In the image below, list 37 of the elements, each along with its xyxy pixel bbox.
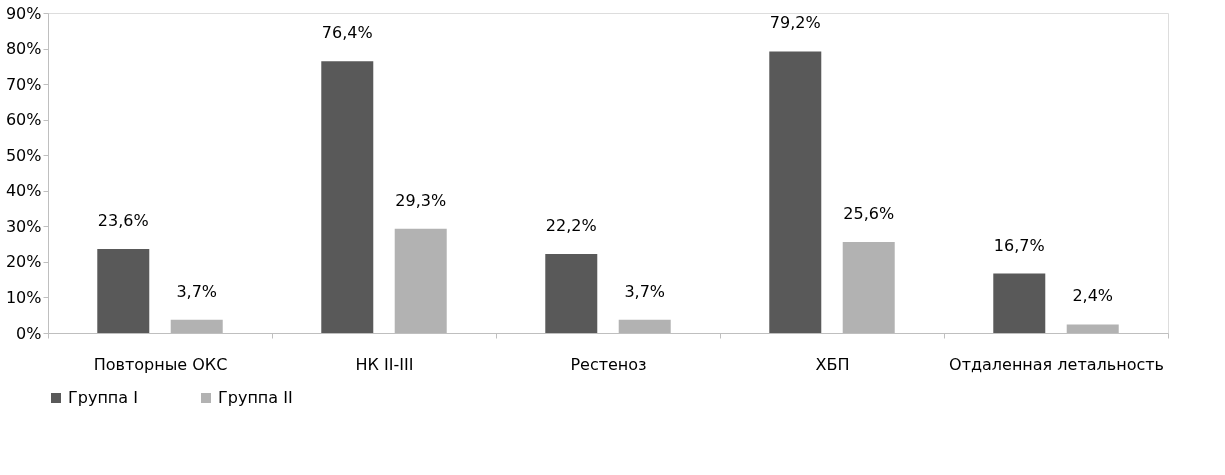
y-tick-label: 70% [5,74,42,94]
data-label: 79,2% [769,13,821,33]
x-tick-label: ХБП [815,354,850,374]
bar [769,51,822,333]
bar [321,61,374,333]
bar [545,254,598,333]
y-tick-label: 60% [5,110,42,130]
y-tick-label: 30% [5,216,42,236]
data-label: 29,3% [395,190,447,210]
data-label: 2,4% [1072,286,1114,306]
y-tick-label: 80% [5,39,42,59]
y-tick-label: 90% [5,3,42,23]
y-tick-label: 10% [5,287,42,307]
bar [618,319,671,333]
bar [842,241,895,333]
y-tick-label: 50% [5,145,42,165]
x-tick-label: Отдаленная летальность [949,354,1164,374]
legend-label: Группа II [218,388,293,407]
bar [170,319,223,333]
x-tick-label: НК II-III [355,354,414,374]
data-label: 76,4% [321,23,373,43]
legend-label: Группа I [68,388,138,407]
data-label: 16,7% [993,235,1045,255]
y-tick-label: 0% [16,323,42,343]
bar [993,273,1046,333]
data-label: 25,6% [843,203,895,223]
bar [394,228,447,333]
data-label: 22,2% [545,216,597,236]
bar [1066,324,1119,333]
y-tick-label: 40% [5,181,42,201]
data-label: 23,6% [97,211,149,231]
x-tick-label: Рестеноз [570,354,647,374]
data-label: 3,7% [176,281,218,301]
y-tick-label: 20% [5,252,42,272]
bar [97,249,150,333]
x-tick-label: Повторные ОКС [93,354,228,374]
data-label: 3,7% [624,281,666,301]
